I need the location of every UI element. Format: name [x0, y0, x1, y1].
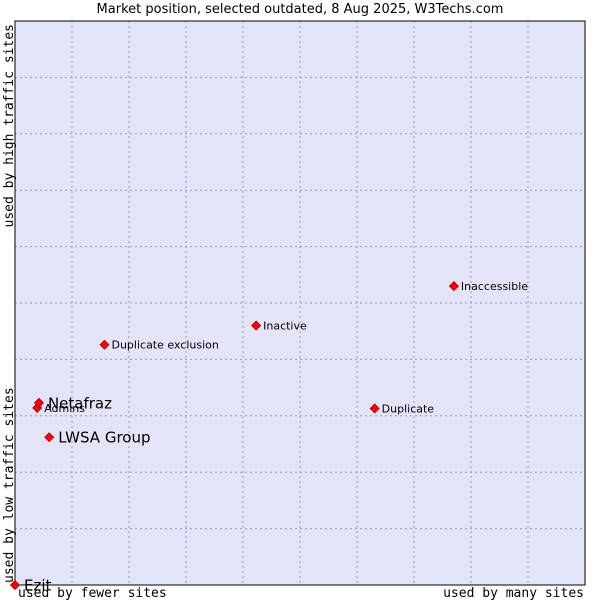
point-netafraz	[33, 397, 45, 408]
y-axis-label-low: used by low traffic sites	[2, 387, 17, 583]
point-label-netafraz: Netafraz	[48, 394, 112, 412]
point-lwsa-group	[44, 432, 55, 443]
point-label-duplicate: Duplicate	[382, 402, 435, 415]
point-duplicate-exclusion	[99, 339, 110, 350]
point-label-duplicate-exclusion: Duplicate exclusion	[111, 339, 218, 352]
x-axis-label-high: used by many sites	[443, 586, 584, 600]
point-inactive	[251, 320, 262, 331]
grid	[15, 21, 585, 585]
point-label-lwsa-group: LWSA Group	[58, 429, 150, 447]
y-axis-label-high: used by high traffic sites	[2, 24, 17, 228]
point-label-inactive: Inactive	[263, 320, 307, 333]
plot-frame	[14, 20, 586, 586]
chart-title: Market position, selected outdated, 8 Au…	[96, 2, 504, 17]
point-duplicate	[369, 403, 380, 414]
point-inaccessible	[448, 281, 459, 292]
point-label-inaccessible: Inaccessible	[461, 280, 528, 293]
point-label-ezit: Ezit	[24, 577, 52, 595]
point-label-admins: Admins	[44, 402, 85, 415]
x-axis-label-low: used by fewer sites	[18, 586, 167, 600]
point-ezit	[9, 579, 21, 591]
